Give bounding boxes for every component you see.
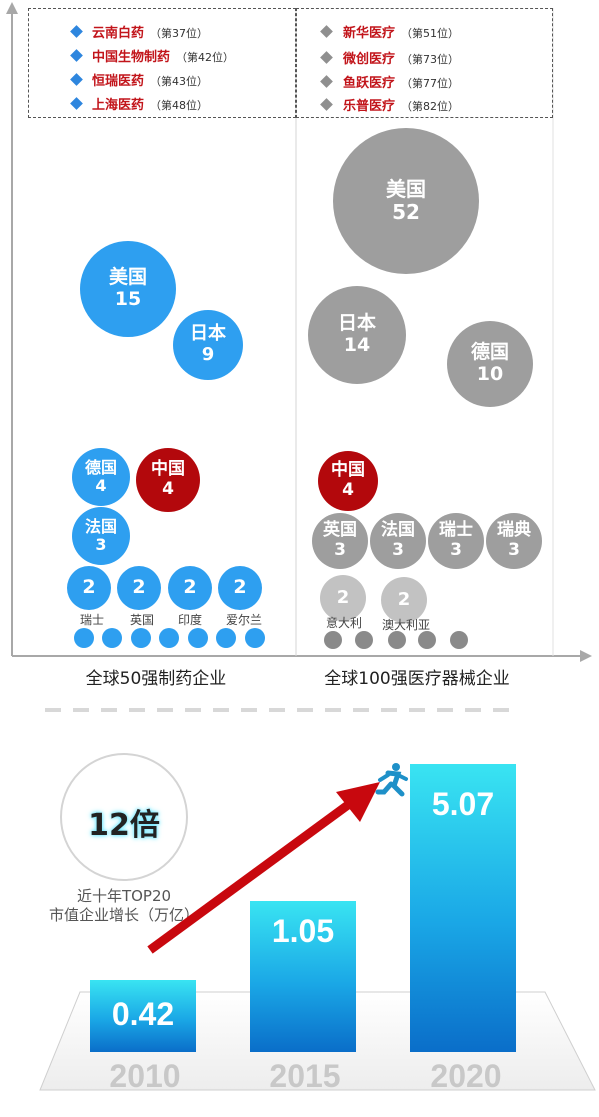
growth-caption-line2: 市值企业增长（万亿） bbox=[48, 906, 199, 924]
bubble-device-japan: 日本 14 bbox=[308, 286, 406, 384]
runner-icon bbox=[375, 763, 408, 797]
bubble-pharma-ireland: 2 bbox=[218, 566, 262, 610]
legend-item: 中国生物制药 （第42位） bbox=[92, 50, 235, 65]
bubble-device-usa: 美国 52 bbox=[333, 128, 479, 274]
growth-caption-line1: 近十年TOP20 bbox=[76, 887, 172, 905]
bar-2020: 5.07 bbox=[410, 764, 516, 1052]
bubble-device-china: 中国 4 bbox=[318, 451, 378, 511]
legend-item: 上海医药 （第48位） bbox=[92, 98, 209, 113]
bar-value-label: 1.05 bbox=[271, 912, 335, 949]
bar-2010: 0.42 bbox=[90, 980, 196, 1052]
legend-item: 恒瑞医药 （第43位） bbox=[92, 74, 209, 89]
year-label-2015: 2015 bbox=[269, 1058, 341, 1094]
legend-item: 云南白药 （第37位） bbox=[92, 26, 209, 41]
country-label: 澳大利亚 bbox=[381, 618, 431, 632]
x-axis-label-devices: 全球100强医疗器械企业 bbox=[324, 669, 510, 689]
x-axis-label-pharma: 全球50强制药企业 bbox=[85, 669, 227, 689]
bubble-pharma-other bbox=[74, 628, 94, 648]
bubble-device-other bbox=[324, 631, 342, 649]
bar-value-label: 5.07 bbox=[431, 786, 495, 822]
growth-value: 12倍 bbox=[88, 808, 160, 843]
bubble-pharma-germany: 德国 4 bbox=[72, 448, 130, 506]
legend-pharma bbox=[28, 8, 296, 118]
country-label: 英国 bbox=[129, 613, 155, 627]
bubble-device-sweden: 瑞典 3 bbox=[486, 513, 542, 569]
bar-value-label: 0.42 bbox=[111, 995, 175, 1032]
bubble-pharma-japan: 日本 9 bbox=[173, 310, 243, 380]
bubble-pharma-switzerland: 2 bbox=[67, 566, 111, 610]
legend-devices bbox=[296, 8, 553, 118]
section-divider bbox=[45, 708, 520, 712]
year-label-2010: 2010 bbox=[109, 1058, 181, 1094]
country-label: 意大利 bbox=[325, 616, 363, 630]
bubble-device-other bbox=[418, 631, 436, 649]
bubble-pharma-china: 中国 4 bbox=[136, 448, 200, 512]
bubble-pharma-other bbox=[131, 628, 151, 648]
country-label: 瑞士 bbox=[79, 613, 105, 627]
year-label-2020: 2020 bbox=[430, 1058, 502, 1094]
bubble-pharma-other bbox=[245, 628, 265, 648]
bubble-pharma-france: 法国 3 bbox=[72, 507, 130, 565]
bubble-pharma-uk: 2 bbox=[117, 566, 161, 610]
legend-item: 新华医疗 （第51位） bbox=[343, 26, 460, 41]
bubble-device-other bbox=[355, 631, 373, 649]
legend-item: 微创医疗 （第73位） bbox=[343, 52, 460, 67]
bar-2015: 1.05 bbox=[250, 900, 356, 1052]
bubble-device-switzerland: 瑞士 3 bbox=[428, 513, 484, 569]
bubble-device-australia: 2 bbox=[381, 577, 427, 623]
bubble-device-germany: 德国 10 bbox=[447, 321, 533, 407]
growth-badge bbox=[60, 753, 188, 881]
growth-arrow bbox=[147, 782, 380, 954]
bubble-pharma-india: 2 bbox=[168, 566, 212, 610]
bubble-device-other bbox=[388, 631, 406, 649]
bubble-device-uk: 英国 3 bbox=[312, 513, 368, 569]
legend-item: 鱼跃医疗 （第77位） bbox=[343, 76, 460, 91]
bubble-pharma-other bbox=[188, 628, 208, 648]
bubble-device-france: 法国 3 bbox=[370, 513, 426, 569]
bubble-device-italy: 2 bbox=[320, 575, 366, 621]
bubble-pharma-usa: 美国 15 bbox=[80, 241, 176, 337]
bubble-pharma-other bbox=[216, 628, 236, 648]
bubble-pharma-other bbox=[102, 628, 122, 648]
legend-item: 乐普医疗 （第82位） bbox=[343, 99, 460, 114]
bubble-pharma-other bbox=[159, 628, 179, 648]
bubble-device-other bbox=[450, 631, 468, 649]
country-label: 爱尔兰 bbox=[225, 613, 263, 627]
country-label: 印度 bbox=[177, 613, 203, 627]
